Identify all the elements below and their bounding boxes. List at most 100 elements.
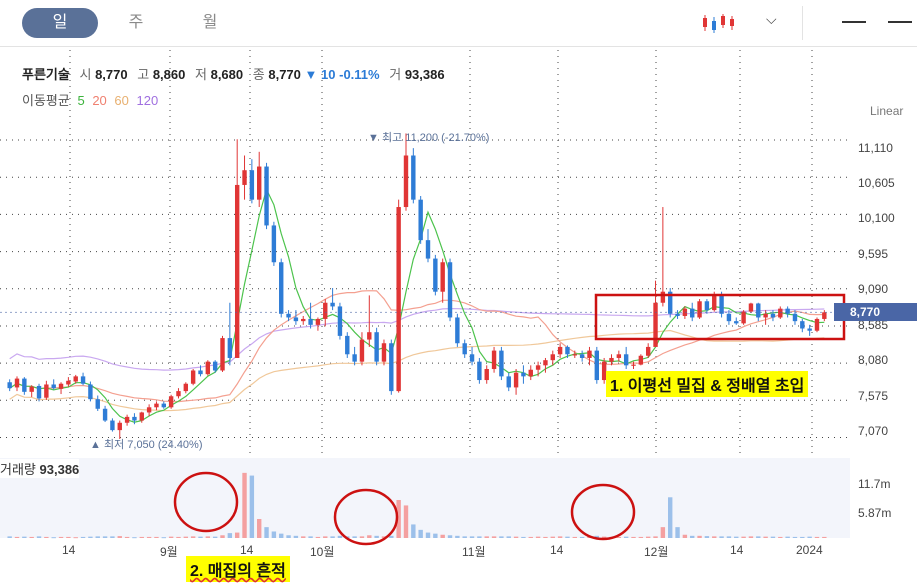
candle-body xyxy=(741,311,746,324)
volume-bar xyxy=(374,535,379,538)
volume-bar xyxy=(73,537,78,539)
candle-body xyxy=(668,291,673,314)
candle-body xyxy=(227,338,233,358)
change-arrow-icon: ▼ xyxy=(304,67,318,82)
candle-body xyxy=(433,258,438,292)
candle-body xyxy=(477,361,482,381)
candle-body xyxy=(785,308,790,314)
stock-info-line: 푸른기술 시 8,770 고 8,860 저 8,680 종 8,770 ▼ 1… xyxy=(22,64,445,83)
volume-bar xyxy=(44,536,49,538)
volume-bar xyxy=(198,536,203,538)
line-tool-icon[interactable] xyxy=(842,21,866,23)
volume-bar xyxy=(785,536,790,538)
volume-y-tick: 5.87m xyxy=(858,506,892,520)
candle-body xyxy=(124,416,130,423)
candle-body xyxy=(286,313,291,318)
price-scale-mode[interactable]: Linear xyxy=(870,104,904,118)
candle-body xyxy=(139,412,144,421)
candle-body xyxy=(154,403,159,408)
volume-bar xyxy=(719,536,724,538)
volume-bar xyxy=(330,536,335,538)
volume-bar xyxy=(88,536,93,538)
volume-bar xyxy=(543,536,548,538)
volume-bar xyxy=(447,535,453,538)
volume-bar xyxy=(631,536,636,538)
y-tick: 8,585 xyxy=(858,318,889,332)
tab-month[interactable]: 월 xyxy=(202,14,218,31)
chevron-down-icon[interactable]: ⌵ xyxy=(766,11,777,27)
candle-body xyxy=(814,318,820,331)
candle-body xyxy=(565,346,570,355)
candle-body xyxy=(132,416,137,421)
volume-bar xyxy=(616,536,622,538)
candle-body xyxy=(506,376,511,388)
candle-body xyxy=(161,403,166,408)
candle-body xyxy=(609,357,614,362)
volume-bar xyxy=(814,536,820,538)
volume-bar xyxy=(139,536,144,538)
tab-day[interactable]: 일 xyxy=(22,8,98,38)
candle-body xyxy=(653,302,658,347)
volume-bar xyxy=(411,524,416,538)
x-tick: 14 xyxy=(730,543,744,557)
candle-body xyxy=(594,350,600,381)
candle-body xyxy=(168,396,174,408)
candle-body xyxy=(726,313,732,322)
volume-bar xyxy=(132,537,137,539)
candle-body xyxy=(80,376,86,384)
low-marker: ▲ 최저 7,050 (24.40%) xyxy=(90,439,203,451)
volume-bar xyxy=(800,536,805,538)
moving-average-legend[interactable]: 이동평균 5 20 60 120 xyxy=(22,90,158,109)
candle-body xyxy=(660,291,666,303)
volume-bar xyxy=(22,536,27,538)
volume-bar xyxy=(565,536,570,538)
volume-bar xyxy=(264,527,269,538)
candle-body xyxy=(601,361,607,381)
x-tick: 14 xyxy=(550,543,564,557)
candle-body xyxy=(557,346,563,355)
volume-bar xyxy=(668,497,673,538)
candlestick-icon[interactable] xyxy=(700,12,740,34)
volume-bar xyxy=(557,536,563,538)
candle-body xyxy=(323,302,328,319)
change-pct: -0.11% xyxy=(339,67,380,82)
candle-body xyxy=(682,308,688,316)
candle-body xyxy=(411,155,416,200)
ma-60-line xyxy=(9,329,825,412)
x-tick: 9월 xyxy=(160,545,178,559)
candle-body xyxy=(352,354,357,362)
volume-bar xyxy=(286,535,291,538)
volume-bar xyxy=(528,536,533,538)
candle-body xyxy=(778,308,783,318)
candle-body xyxy=(293,317,299,322)
candle-body xyxy=(521,372,526,377)
volume-bar xyxy=(396,500,401,538)
volume-bar xyxy=(102,536,108,538)
low-value: 8,680 xyxy=(210,67,244,82)
y-tick: 7,575 xyxy=(858,389,889,403)
volume-bar xyxy=(315,536,321,538)
close-label: 종 xyxy=(252,67,265,82)
volume-bar xyxy=(741,536,746,538)
horizontal-line-icon[interactable] xyxy=(888,21,912,23)
volume-bar xyxy=(748,536,754,538)
volume-value: 93,386 xyxy=(404,67,445,82)
candle-body xyxy=(513,372,519,388)
annotation-circle xyxy=(333,488,399,546)
volume-bar xyxy=(425,532,431,538)
candle-body xyxy=(205,361,211,375)
x-tick: 2024 xyxy=(796,543,823,557)
volume-bar xyxy=(80,536,86,538)
volume-bar xyxy=(301,536,306,538)
volume-bar xyxy=(381,536,387,538)
period-tab-bar: 일 주 월 ⌵ xyxy=(0,0,917,47)
volume-bar xyxy=(403,505,409,538)
candle-body xyxy=(447,262,453,318)
volume-bar xyxy=(484,536,489,538)
tab-week[interactable]: 주 xyxy=(128,14,144,31)
volume-bar xyxy=(770,536,776,538)
candle-body xyxy=(381,343,387,362)
annotation-circle xyxy=(173,471,239,533)
volume-bar xyxy=(455,535,460,538)
